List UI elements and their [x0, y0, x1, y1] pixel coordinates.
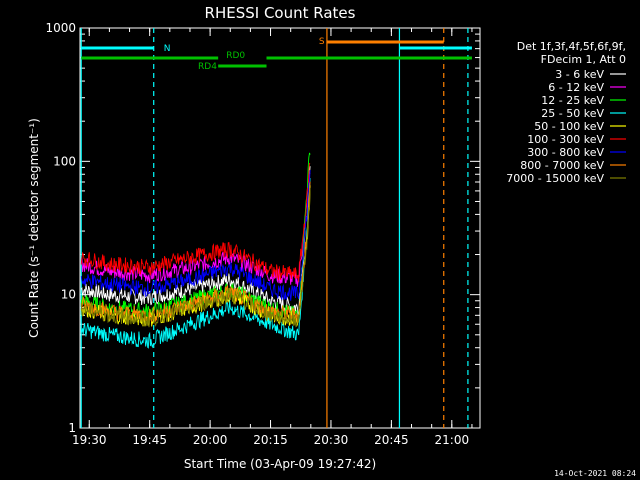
legend-entry: 50 - 100 keV — [534, 120, 604, 133]
x-axis-label: Start Time (03-Apr-09 19:27:42) — [184, 457, 376, 471]
annotation-label: N — [164, 44, 171, 54]
annotation-label: RD0 — [226, 51, 245, 61]
y-tick-label: 100 — [53, 154, 76, 168]
x-tick-label: 20:30 — [314, 433, 349, 447]
series-line — [80, 162, 311, 283]
footer-date: 14-Oct-2021 08:24 — [554, 469, 636, 478]
plot-frame — [79, 27, 481, 429]
legend-entry: 7000 - 15000 keV — [506, 172, 604, 185]
legend-header: Det 1f,3f,4f,5f,6f,9f, — [517, 40, 626, 53]
series-line — [80, 177, 311, 349]
legend-entry: 12 - 25 keV — [541, 94, 604, 107]
chart-title: RHESSI Count Rates — [205, 4, 356, 22]
x-tick-label: 19:45 — [132, 433, 167, 447]
x-tick-label: 20:15 — [253, 433, 288, 447]
annotation-label: S — [319, 37, 325, 47]
series-line — [80, 187, 311, 328]
x-tick-label: 19:30 — [72, 433, 107, 447]
legend-entry: 3 - 6 keV — [555, 68, 604, 81]
legend-entry: 25 - 50 keV — [541, 107, 604, 120]
legend-entry: 300 - 800 keV — [527, 146, 604, 159]
series-line — [80, 181, 311, 324]
y-tick-label: 10 — [61, 288, 76, 302]
annotation-label: RD4 — [198, 62, 217, 72]
legend-entry: 100 - 300 keV — [527, 133, 604, 146]
series-line — [80, 170, 311, 301]
y-tick-label: 1000 — [45, 21, 76, 35]
x-tick-label: 21:00 — [435, 433, 470, 447]
y-axis-label: Count Rate (s⁻¹ detector segment⁻¹) — [27, 118, 41, 338]
legend-entry: 6 - 12 keV — [548, 81, 604, 94]
legend-entry: 800 - 7000 keV — [520, 159, 604, 172]
y-tick-label: 1 — [68, 421, 76, 435]
legend-header: FDecim 1, Att 0 — [541, 53, 626, 66]
x-tick-label: 20:45 — [374, 433, 409, 447]
x-tick-label: 20:00 — [193, 433, 228, 447]
